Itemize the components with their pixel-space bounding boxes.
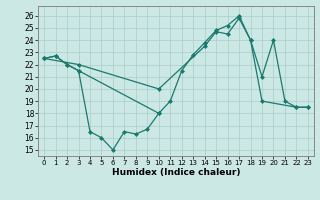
X-axis label: Humidex (Indice chaleur): Humidex (Indice chaleur) xyxy=(112,168,240,177)
